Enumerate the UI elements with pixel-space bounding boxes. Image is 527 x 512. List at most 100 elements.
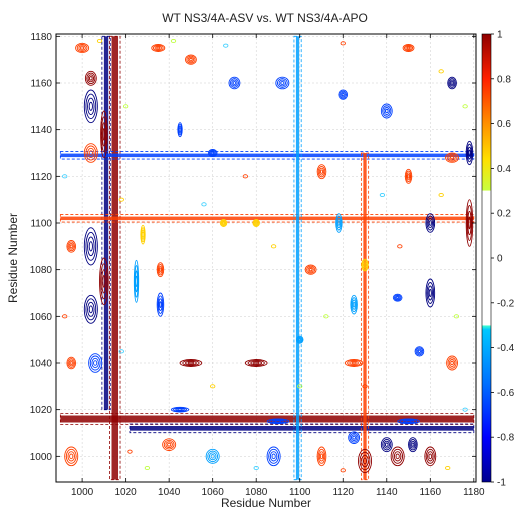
contour-ring bbox=[425, 278, 436, 308]
y-tick-label: 1120 bbox=[30, 172, 52, 183]
contour-ring bbox=[425, 448, 435, 464]
contour-ring bbox=[466, 205, 473, 241]
contour-speckle bbox=[362, 384, 368, 389]
contour-ring bbox=[307, 266, 314, 273]
contour-ring bbox=[425, 213, 436, 233]
contour-ring bbox=[221, 220, 226, 226]
contour-speckle bbox=[453, 314, 460, 319]
contour-ring bbox=[250, 360, 263, 366]
correlation-cluster bbox=[133, 259, 140, 303]
contour-ring bbox=[67, 241, 75, 252]
contour-ring bbox=[428, 220, 432, 226]
contour-ring bbox=[88, 241, 93, 252]
contour-ring bbox=[185, 360, 197, 366]
correlation-speckles bbox=[62, 38, 468, 473]
contour-ring bbox=[316, 164, 327, 180]
contour-ring bbox=[83, 227, 98, 266]
contour-ring bbox=[177, 122, 183, 138]
contour-ring bbox=[361, 258, 369, 272]
contour-ring bbox=[271, 453, 276, 460]
contour-ring bbox=[185, 54, 197, 65]
contour-ring bbox=[219, 219, 228, 227]
correlation-cluster bbox=[219, 219, 228, 227]
y-tick-label: 1060 bbox=[30, 312, 53, 323]
contour-ring bbox=[86, 72, 96, 85]
y-tick-label: 1020 bbox=[30, 405, 53, 416]
correlation-cluster bbox=[75, 42, 90, 54]
contour-ring bbox=[383, 107, 390, 115]
contour-speckle bbox=[253, 465, 259, 471]
contour-ring bbox=[393, 451, 402, 462]
contour-ring bbox=[363, 263, 367, 267]
contour-ring bbox=[408, 437, 418, 453]
contour-ring bbox=[352, 299, 357, 310]
contour-ring bbox=[411, 442, 415, 447]
contour-ring bbox=[159, 301, 162, 309]
band-contour bbox=[59, 214, 475, 223]
colorbar-tick-label: -0.8 bbox=[497, 433, 515, 444]
correlation-band bbox=[59, 413, 475, 425]
plot-background bbox=[56, 34, 476, 482]
x-tick-label: 1000 bbox=[71, 487, 94, 498]
band-contour bbox=[109, 35, 121, 481]
contour-ring bbox=[317, 165, 326, 178]
colorbar-tick-label: 1 bbox=[497, 30, 503, 41]
correlation-cluster bbox=[252, 219, 260, 227]
contour-ring bbox=[78, 45, 86, 51]
plot-area: 1000 1020 1040 1060 1080 1100 1120 1140 1160 1180… bbox=[30, 32, 485, 498]
contour-ring bbox=[170, 406, 190, 413]
x-axis-ticks: 1000 1020 1040 1060 1080 1100 1120 1140 1160 1180 bbox=[71, 34, 485, 498]
band-core bbox=[295, 36, 300, 480]
contour-ring bbox=[177, 408, 183, 411]
colorbar: 1 0.8 0.6 0.4 0.2 0 -0.2 -0.4 -0.6 -0.8 -1 bbox=[481, 30, 515, 489]
contour-ring bbox=[179, 359, 203, 367]
contour-ring bbox=[220, 219, 227, 227]
correlation-cluster bbox=[425, 213, 436, 233]
contour-speckle bbox=[340, 468, 346, 473]
contour-ring bbox=[134, 265, 139, 298]
contour-ring bbox=[210, 454, 215, 459]
contour-speckle bbox=[223, 43, 229, 48]
contour-ring bbox=[358, 448, 372, 474]
correlation-cluster bbox=[185, 54, 197, 65]
correlation-cluster bbox=[84, 70, 97, 86]
contour-ring bbox=[88, 150, 93, 156]
band-contour bbox=[101, 35, 111, 411]
correlation-cluster bbox=[402, 44, 415, 52]
contour-ring bbox=[101, 269, 107, 294]
correlation-cluster bbox=[83, 89, 98, 124]
contour-ring bbox=[317, 448, 326, 464]
colorbar-tick-label: 0.8 bbox=[497, 74, 511, 85]
contour-speckle bbox=[210, 384, 216, 389]
contour-ring bbox=[68, 242, 74, 250]
correlation-cluster bbox=[296, 335, 304, 344]
contour-ring bbox=[140, 227, 146, 243]
contour-ring bbox=[351, 297, 358, 313]
contour-ring bbox=[66, 240, 77, 253]
contour-ring bbox=[426, 282, 435, 304]
correlation-cluster bbox=[390, 446, 405, 467]
contour-ring bbox=[336, 215, 342, 231]
band-core bbox=[103, 36, 109, 410]
contour-ring bbox=[395, 453, 400, 460]
contour-speckle bbox=[297, 384, 303, 389]
contour-ring bbox=[83, 143, 98, 163]
contour-ring bbox=[448, 154, 456, 161]
contour-ring bbox=[450, 360, 454, 366]
x-tick-label: 1120 bbox=[332, 487, 354, 498]
contour-ring bbox=[361, 454, 369, 468]
contour-ring bbox=[397, 418, 420, 425]
contour-ring bbox=[296, 336, 303, 343]
colorbar-tick-label: -0.2 bbox=[497, 298, 515, 309]
contour-ring bbox=[254, 221, 258, 225]
band-contour bbox=[59, 151, 475, 160]
correlation-cluster bbox=[275, 76, 290, 90]
contour-ring bbox=[64, 446, 79, 467]
y-tick-label: 1100 bbox=[30, 219, 52, 230]
contour-speckle bbox=[270, 244, 277, 249]
contour-ring bbox=[207, 450, 219, 463]
contour-ring bbox=[85, 145, 97, 161]
contour-ring bbox=[276, 78, 288, 88]
y-tick-label: 1080 bbox=[30, 265, 53, 276]
contour-ring bbox=[348, 431, 361, 444]
